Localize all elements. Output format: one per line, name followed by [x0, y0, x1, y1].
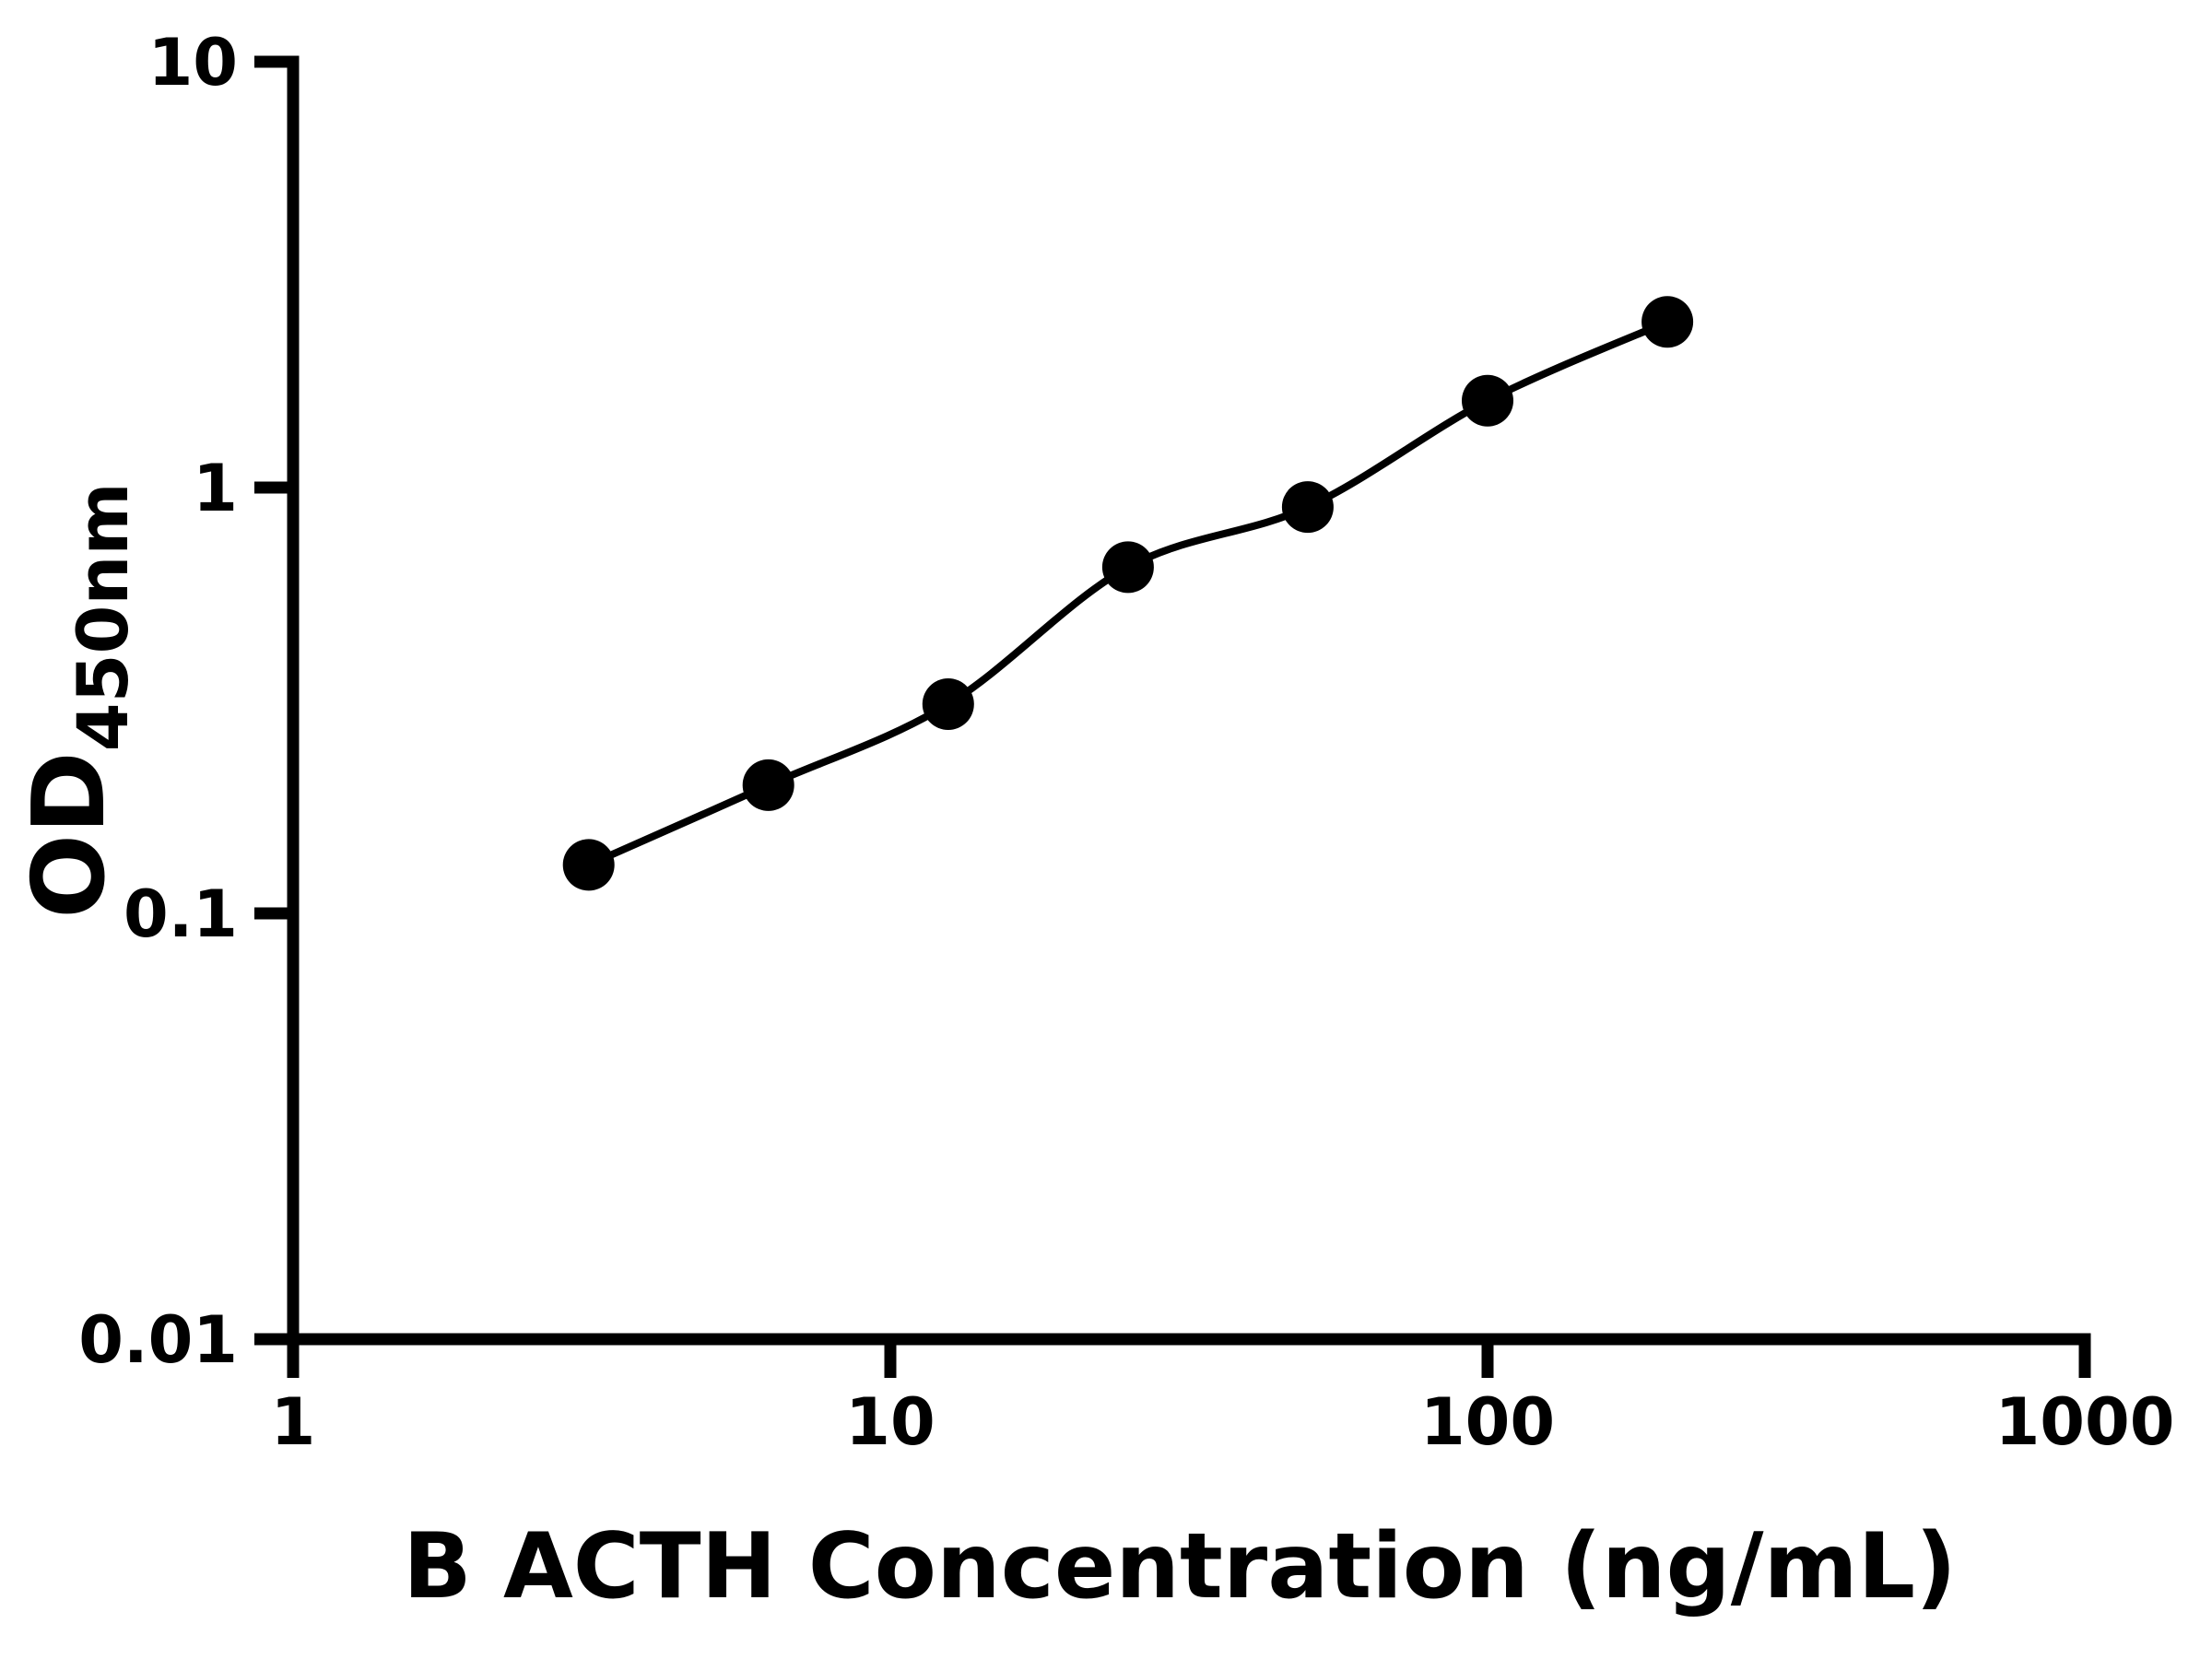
data-point-2 — [742, 759, 794, 811]
y-tick-label-10: 10 — [148, 25, 238, 100]
data-point-4 — [1101, 541, 1154, 594]
x-tick-label-100: 100 — [1420, 1384, 1555, 1460]
data-point-6 — [1462, 374, 1513, 427]
data-point-5 — [1281, 481, 1334, 534]
x-axis-title: B ACTH Concentration (ng/mL) — [403, 1514, 1957, 1619]
y-axis-title: OD450nm — [12, 482, 144, 918]
y-tick-label-1: 1 — [193, 451, 238, 526]
data-point-3 — [922, 678, 974, 730]
y-axis-title-subscript: 450nm — [62, 482, 144, 751]
y-axis-title-main: OD — [12, 751, 127, 918]
y-tick-label-0.01: 0.01 — [78, 1302, 238, 1378]
x-tick-label-1: 1 — [271, 1384, 316, 1460]
data-point-7 — [1641, 296, 1694, 348]
x-tick-label-1000: 1000 — [1995, 1384, 2175, 1460]
data-point-1 — [562, 839, 615, 891]
x-tick-label-10: 10 — [845, 1384, 935, 1460]
y-tick-label-0.1: 0.1 — [124, 877, 238, 952]
